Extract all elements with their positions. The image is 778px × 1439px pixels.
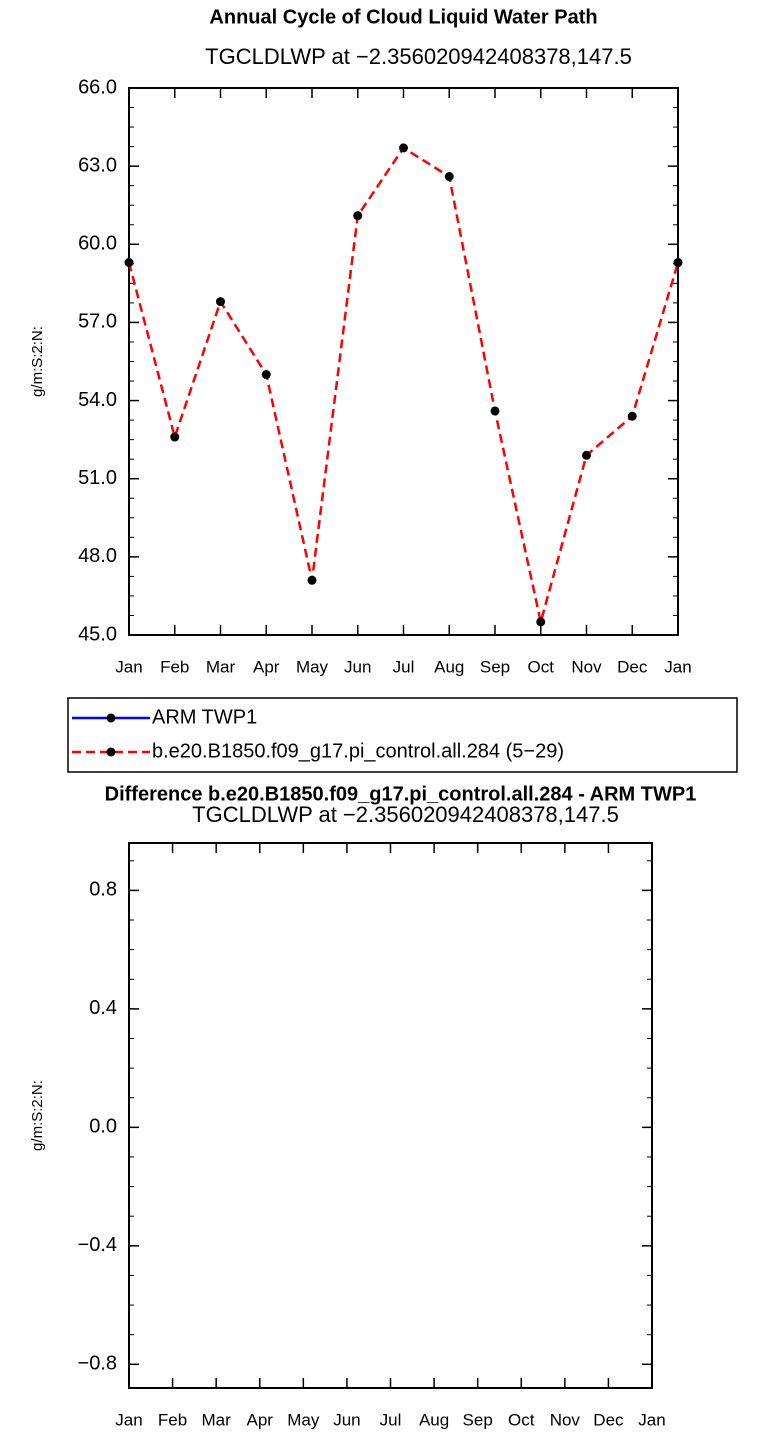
x-tick-label: Sep — [480, 657, 510, 676]
chart-subtitle: TGCLDLWP at −2.356020942408378,147.5 — [205, 44, 632, 69]
legend-box — [67, 697, 738, 773]
y-tick-label: 54.0 — [78, 389, 117, 411]
chart-title: Annual Cycle of Cloud Liquid Water Path — [209, 6, 597, 28]
data-point — [124, 258, 134, 268]
x-tick-label: May — [287, 1410, 320, 1429]
y-tick-label: 45.0 — [78, 623, 117, 645]
y-tick-label: 0.4 — [89, 997, 117, 1019]
legend-marker — [106, 747, 116, 757]
y-axis-label: g/m:S:2:N: — [29, 326, 46, 397]
chart-title: Difference b.e20.B1850.f09_g17.pi_contro… — [105, 783, 697, 805]
x-tick-label: Jun — [344, 657, 371, 676]
data-point — [627, 411, 637, 421]
y-tick-label: 63.0 — [78, 154, 117, 176]
y-tick-label: 51.0 — [78, 467, 117, 489]
x-tick-label: Apr — [247, 1410, 274, 1429]
x-tick-label: Jul — [393, 657, 415, 676]
x-tick-label: Jun — [333, 1410, 360, 1429]
legend-label: ARM TWP1 — [152, 706, 257, 728]
data-point — [673, 258, 683, 268]
y-tick-label: −0.4 — [78, 1234, 117, 1256]
x-tick-label: Apr — [253, 657, 280, 676]
x-tick-label: Jan — [115, 1410, 142, 1429]
y-tick-label: 57.0 — [78, 311, 117, 333]
data-point — [307, 575, 317, 585]
chart-subtitle: TGCLDLWP at −2.356020942408378,147.5 — [192, 802, 619, 827]
x-tick-label: Oct — [508, 1410, 535, 1429]
y-tick-label: 0.8 — [89, 879, 117, 901]
legend-label: b.e20.B1850.f09_g17.pi_control.all.284 (… — [152, 740, 564, 762]
x-tick-label: Aug — [434, 657, 464, 676]
x-tick-label: Sep — [463, 1410, 493, 1429]
data-point — [582, 450, 591, 460]
x-tick-label: Jan — [638, 1410, 665, 1429]
y-tick-label: 48.0 — [78, 545, 117, 567]
x-tick-label: Feb — [158, 1410, 187, 1429]
x-tick-label: Jan — [115, 657, 142, 676]
y-tick-label: 66.0 — [78, 76, 117, 98]
data-point — [261, 370, 271, 380]
data-point — [216, 297, 225, 307]
data-point — [490, 406, 500, 416]
data-point — [536, 617, 546, 627]
x-tick-label: Feb — [160, 657, 189, 676]
y-tick-label: 0.0 — [89, 1116, 117, 1138]
x-tick-label: Jul — [380, 1410, 402, 1429]
series-line — [127, 146, 680, 623]
legend-marker — [106, 713, 116, 723]
data-point — [444, 172, 454, 182]
x-tick-label: Oct — [528, 657, 555, 676]
x-tick-label: Mar — [206, 657, 236, 676]
data-point — [399, 143, 408, 153]
x-tick-label: Mar — [202, 1410, 232, 1429]
y-tick-label: −0.8 — [78, 1353, 117, 1375]
y-tick-label: 60.0 — [78, 233, 117, 255]
x-tick-label: Dec — [617, 657, 648, 676]
data-point — [170, 432, 180, 442]
x-tick-label: Nov — [571, 657, 602, 676]
plot-frame — [128, 87, 679, 636]
x-tick-label: Dec — [593, 1410, 624, 1429]
x-tick-label: May — [296, 657, 329, 676]
x-tick-label: Nov — [550, 1410, 581, 1429]
plot-frame — [128, 842, 653, 1389]
x-tick-label: Jan — [664, 657, 691, 676]
x-tick-label: Aug — [419, 1410, 449, 1429]
data-point — [353, 211, 363, 221]
y-axis-label: g/m:S:2:N: — [29, 1080, 46, 1151]
